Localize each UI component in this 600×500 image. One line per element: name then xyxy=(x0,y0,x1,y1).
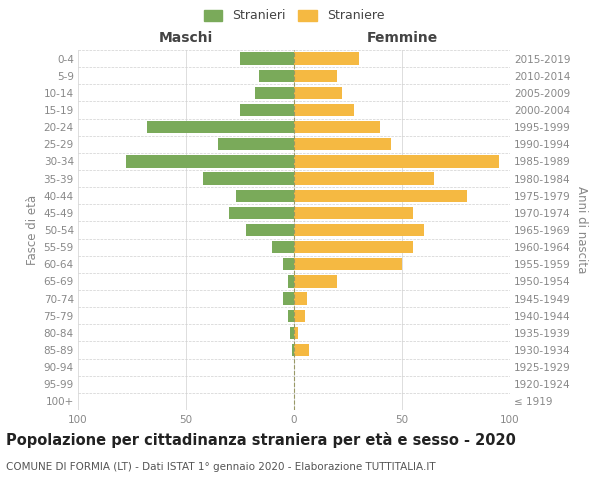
Bar xyxy=(240,104,294,116)
Bar xyxy=(294,224,424,236)
Bar xyxy=(255,86,294,99)
Text: Popolazione per cittadinanza straniera per età e sesso - 2020: Popolazione per cittadinanza straniera p… xyxy=(6,432,516,448)
Bar xyxy=(287,310,294,322)
Bar xyxy=(294,292,307,304)
Bar xyxy=(294,156,499,168)
Bar xyxy=(236,190,294,202)
Bar xyxy=(203,172,294,184)
Bar xyxy=(294,258,402,270)
Bar xyxy=(294,104,355,116)
Bar xyxy=(294,121,380,134)
Bar xyxy=(218,138,294,150)
Bar xyxy=(287,276,294,287)
Text: Maschi: Maschi xyxy=(159,31,213,45)
Bar xyxy=(294,326,298,339)
Bar xyxy=(229,206,294,219)
Bar xyxy=(125,156,294,168)
Bar xyxy=(294,190,467,202)
Bar xyxy=(247,224,294,236)
Bar xyxy=(292,344,294,356)
Text: COMUNE DI FORMIA (LT) - Dati ISTAT 1° gennaio 2020 - Elaborazione TUTTITALIA.IT: COMUNE DI FORMIA (LT) - Dati ISTAT 1° ge… xyxy=(6,462,436,472)
Bar xyxy=(294,52,359,64)
Bar xyxy=(294,172,434,184)
Legend: Stranieri, Straniere: Stranieri, Straniere xyxy=(203,10,385,22)
Bar xyxy=(240,52,294,64)
Bar xyxy=(290,326,294,339)
Bar xyxy=(294,70,337,82)
Text: Femmine: Femmine xyxy=(367,31,437,45)
Bar xyxy=(272,241,294,254)
Y-axis label: Anni di nascita: Anni di nascita xyxy=(575,186,587,274)
Bar xyxy=(283,258,294,270)
Bar xyxy=(294,310,305,322)
Bar xyxy=(283,292,294,304)
Bar xyxy=(294,206,413,219)
Bar xyxy=(294,241,413,254)
Bar xyxy=(147,121,294,134)
Bar xyxy=(294,276,337,287)
Bar xyxy=(259,70,294,82)
Bar xyxy=(294,138,391,150)
Y-axis label: Fasce di età: Fasce di età xyxy=(26,195,40,265)
Bar xyxy=(294,86,341,99)
Bar xyxy=(294,344,309,356)
